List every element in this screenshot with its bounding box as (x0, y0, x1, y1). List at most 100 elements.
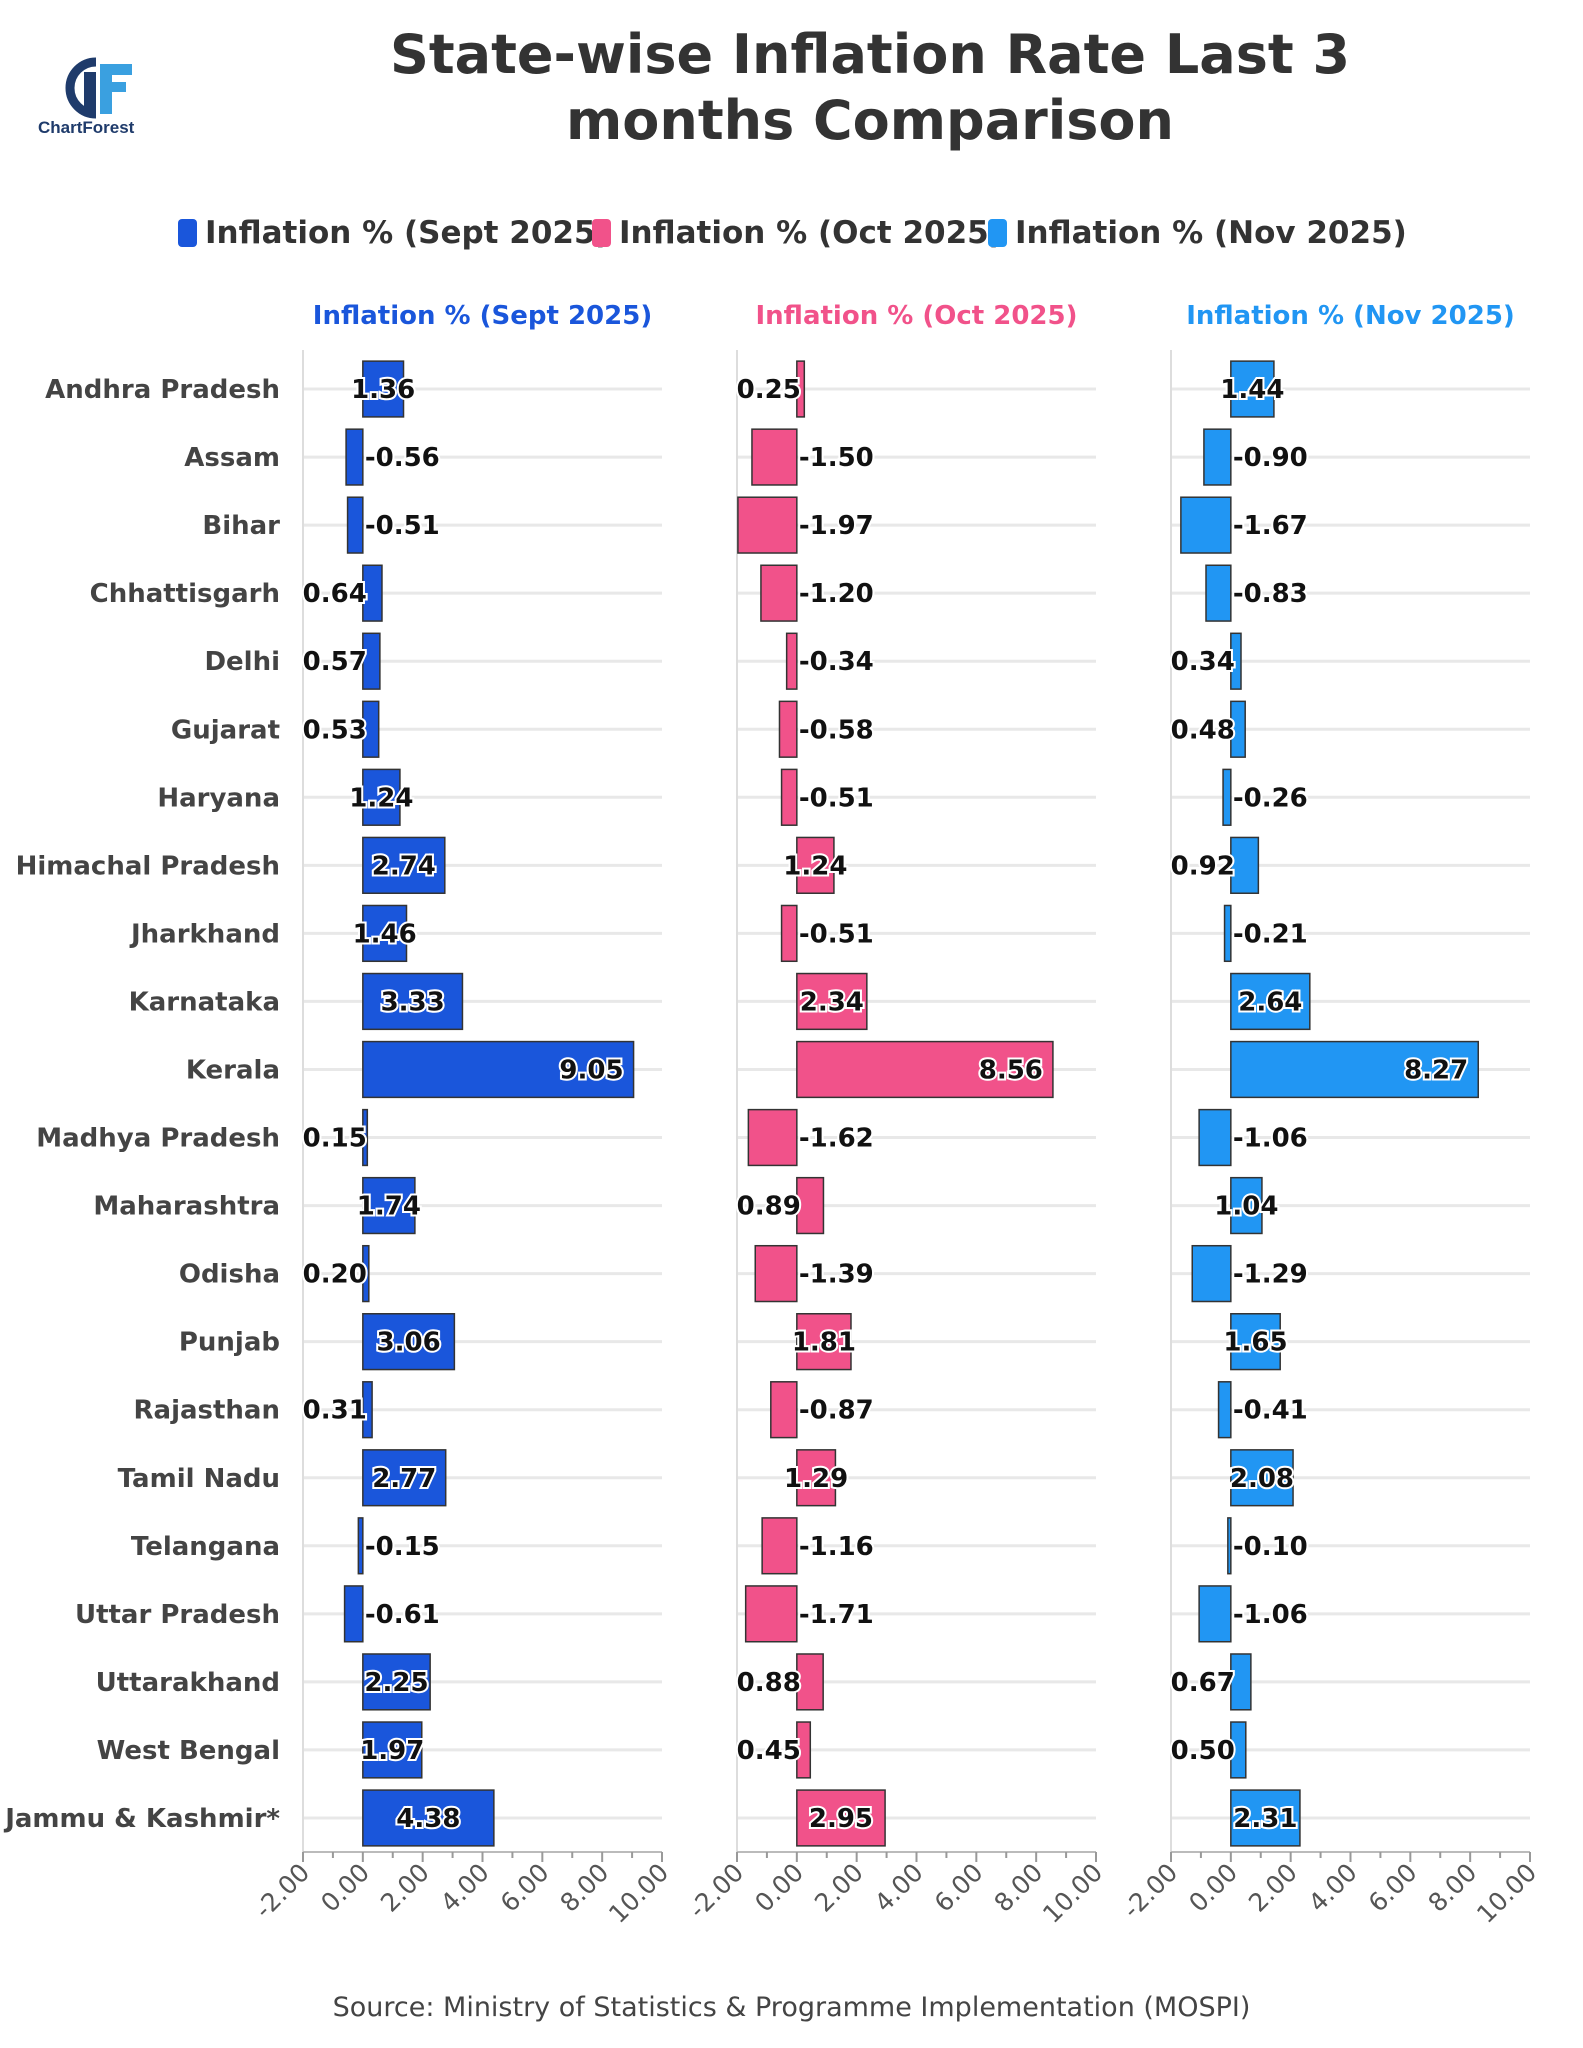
x-tick-label: 6.00 (1363, 1858, 1423, 1918)
data-label: -1.06 (1233, 1124, 1308, 1154)
bar (1198, 1585, 1232, 1643)
data-label: -1.20 (799, 579, 874, 609)
bar (751, 428, 798, 486)
x-tick-label: 2.00 (1243, 1858, 1303, 1918)
category-label: Maharashtra (93, 1192, 280, 1222)
data-label: 8.27 (1404, 1055, 1468, 1085)
data-label: 2.74 (372, 851, 436, 881)
data-label: 0.15 (303, 1124, 367, 1154)
data-label: -0.51 (799, 783, 874, 813)
category-label: Rajasthan (134, 1396, 281, 1426)
category-label: Jammu & Kashmir* (3, 1804, 280, 1834)
bar (362, 1244, 370, 1303)
data-label: 9.05 (559, 1055, 623, 1085)
bar (362, 564, 383, 622)
category-label: Himachal Pradesh (16, 851, 280, 881)
bar (362, 632, 381, 690)
bar (362, 1449, 447, 1507)
data-label: -0.83 (1233, 579, 1308, 609)
data-label: 2.31 (1233, 1804, 1297, 1834)
category-label: Gujarat (171, 715, 280, 745)
data-label: 0.31 (303, 1396, 367, 1426)
panel-title-3: Inflation % (Nov 2025) (1186, 301, 1515, 331)
data-label: -0.90 (1233, 443, 1308, 473)
data-label: 3.33 (381, 987, 445, 1017)
bar (780, 768, 798, 826)
data-label: 0.89 (737, 1192, 801, 1222)
x-tick-label: 6.00 (929, 1858, 989, 1918)
data-label: 0.67 (1171, 1668, 1235, 1698)
data-label: 1.74 (357, 1192, 421, 1222)
data-label: 0.34 (1171, 647, 1235, 677)
bar (1230, 972, 1311, 1031)
category-label: Chhattisgarh (90, 579, 280, 609)
x-tick-label: -2.00 (249, 1858, 315, 1924)
data-label: -0.51 (365, 511, 440, 541)
category-label: Uttarakhand (96, 1668, 280, 1698)
data-label: -1.29 (1233, 1260, 1308, 1290)
bar (362, 1108, 369, 1167)
bar (1230, 1176, 1263, 1235)
data-label: 0.92 (1171, 851, 1235, 881)
data-label: 8.56 (979, 1055, 1043, 1085)
bar (796, 836, 835, 894)
bar (761, 1517, 798, 1575)
data-label: -0.61 (365, 1600, 440, 1630)
panel-title-1: Inflation % (Sept 2025) (313, 301, 652, 331)
data-label: -1.67 (1233, 511, 1308, 541)
x-tick-label: 6.00 (495, 1858, 555, 1918)
bar (737, 496, 798, 554)
bar (362, 1789, 495, 1847)
bar (770, 1381, 798, 1439)
data-label: -1.16 (799, 1532, 874, 1562)
x-tick-label: 4.00 (435, 1858, 495, 1918)
x-tick-label: 10.00 (1037, 1858, 1108, 1929)
category-label: Odisha (179, 1260, 280, 1290)
data-label: 0.53 (303, 715, 367, 745)
bar (1230, 1721, 1247, 1779)
legend-swatch-3 (988, 219, 1007, 247)
data-label: -0.10 (1233, 1532, 1308, 1562)
data-label: 0.48 (1171, 715, 1235, 745)
bar (1230, 1313, 1281, 1371)
x-tick-label: -2.00 (1117, 1858, 1183, 1924)
data-label: -0.51 (799, 919, 874, 949)
source-note: Source: Ministry of Statistics & Program… (332, 1992, 1251, 2023)
category-label: Karnataka (129, 987, 280, 1017)
bar (796, 1721, 812, 1779)
data-label: 1.44 (1220, 375, 1284, 405)
data-label: 1.24 (349, 783, 413, 813)
data-label: -1.97 (799, 511, 874, 541)
data-label: -0.87 (799, 1396, 874, 1426)
data-label: 2.34 (800, 987, 864, 1017)
bar (778, 700, 798, 758)
category-label: Madhya Pradesh (36, 1124, 280, 1154)
bar (362, 1040, 635, 1099)
data-label: 1.29 (784, 1464, 848, 1494)
bar (1230, 360, 1275, 418)
legend-label-2: Inflation % (Oct 2025) (619, 215, 1003, 251)
bar (1230, 1653, 1252, 1711)
bar (1205, 564, 1232, 622)
legend-swatch-2 (592, 219, 611, 247)
x-tick-label: 0.00 (315, 1858, 375, 1918)
data-label: -0.56 (365, 443, 440, 473)
bar (343, 1585, 364, 1643)
bar (785, 632, 798, 690)
data-label: 1.81 (792, 1328, 856, 1358)
data-label: -1.71 (799, 1600, 874, 1630)
bar (796, 1653, 824, 1711)
bar (1230, 836, 1260, 894)
bar (362, 1653, 431, 1711)
bar (1222, 768, 1232, 826)
data-label: 0.25 (737, 375, 801, 405)
category-label: Assam (184, 443, 280, 473)
x-tick-label: -2.00 (683, 1858, 749, 1924)
chart-title: State-wise Inflation Rate Last 3 months … (389, 23, 1351, 152)
data-label: 3.06 (377, 1328, 441, 1358)
bar (362, 1381, 373, 1439)
data-label: 2.77 (372, 1464, 436, 1494)
data-label: -0.26 (1233, 783, 1308, 813)
legend-swatch-1 (178, 219, 197, 247)
data-label: 2.95 (809, 1804, 873, 1834)
